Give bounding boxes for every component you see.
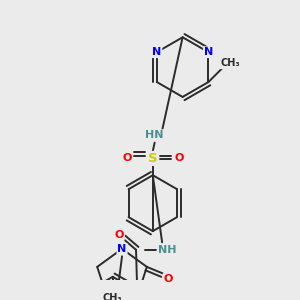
Text: CH₃: CH₃: [103, 293, 122, 300]
Text: N: N: [204, 47, 213, 57]
Text: HN: HN: [146, 130, 164, 140]
Text: NH: NH: [158, 245, 176, 255]
Text: O: O: [164, 274, 173, 284]
Text: O: O: [115, 230, 124, 240]
Text: S: S: [148, 152, 158, 165]
Text: N: N: [152, 47, 161, 57]
Text: O: O: [122, 153, 131, 164]
Text: N: N: [117, 244, 127, 254]
Text: O: O: [174, 153, 184, 164]
Text: CH₃: CH₃: [220, 58, 240, 68]
